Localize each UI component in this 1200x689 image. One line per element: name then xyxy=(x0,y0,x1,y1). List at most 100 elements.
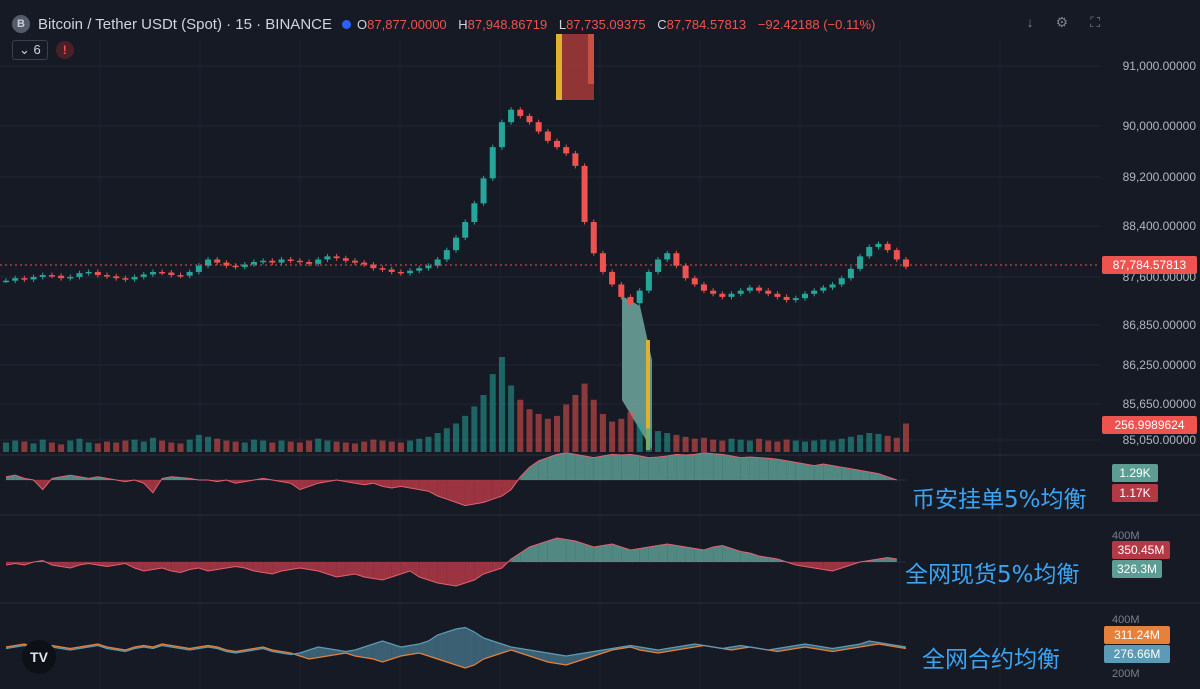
candle-body xyxy=(655,259,662,272)
spot-balance-segment xyxy=(217,562,227,570)
spot-balance-segment xyxy=(263,562,273,574)
alert-icon[interactable]: ! xyxy=(55,41,74,59)
volume-bar xyxy=(691,438,698,452)
candle-body xyxy=(48,275,55,277)
spot-balance-segment xyxy=(658,544,668,562)
spot-balance-segment xyxy=(410,562,420,577)
binance-balance-segment xyxy=(529,460,539,480)
spot-balance-segment xyxy=(731,548,741,562)
candle-body xyxy=(829,284,836,288)
spot-balance-segment xyxy=(749,553,760,562)
binance-balance-segment xyxy=(465,480,475,506)
spot-balance-segment xyxy=(538,541,548,562)
binance-balance-segment xyxy=(410,480,420,490)
volume-bar xyxy=(774,441,781,452)
binance-balance-segment xyxy=(299,480,310,490)
futures-fill xyxy=(804,644,815,649)
symbol-title[interactable]: Bitcoin / Tether USDt (Spot) · 15 · BINA… xyxy=(38,15,332,33)
volume-bar xyxy=(94,443,101,452)
spot-balance-segment xyxy=(612,544,622,562)
indicators-toggle[interactable]: ⌄ 6 xyxy=(12,40,48,60)
binance-balance-segment xyxy=(676,454,686,480)
volume-bar xyxy=(609,421,616,452)
volume-bar xyxy=(719,440,726,452)
volume-bar xyxy=(30,443,37,452)
candle-body xyxy=(195,265,202,272)
candle-body xyxy=(104,275,111,277)
grid-lines xyxy=(0,40,1200,689)
candle-body xyxy=(554,140,561,148)
candle-body xyxy=(673,253,680,266)
binance-balance-segment xyxy=(648,456,659,480)
binance-balance-segment xyxy=(501,480,512,496)
arrow-down-icon[interactable]: ↓ xyxy=(1026,14,1034,30)
candle-body xyxy=(379,268,386,270)
binance-balance-segment xyxy=(658,456,668,480)
volume-bar xyxy=(250,439,257,452)
volume-bar xyxy=(149,437,156,452)
candle-body xyxy=(315,259,322,264)
candle-body xyxy=(811,290,818,294)
volume-bar xyxy=(397,442,404,452)
volume-bar xyxy=(489,374,496,452)
candle-body xyxy=(866,246,873,257)
volume-bar xyxy=(544,418,551,452)
spot-balance-segment xyxy=(290,562,300,570)
binance-pane-label: 币安挂单5%均衡 xyxy=(912,487,1087,513)
volume-bar xyxy=(296,442,303,452)
fullscreen-icon[interactable]: ⛶ xyxy=(1090,14,1100,30)
liquidity-band xyxy=(622,296,652,450)
futures-fill xyxy=(786,645,796,650)
spot-balance-segment xyxy=(208,562,218,571)
volume-bar xyxy=(838,438,845,452)
volume-bar xyxy=(517,399,524,452)
binance-balance-segment xyxy=(749,456,760,480)
spot-balance-segment xyxy=(244,562,254,571)
volume-bar xyxy=(636,423,643,452)
tradingview-logo-icon[interactable]: TV xyxy=(22,640,56,674)
volume-bar xyxy=(186,439,193,452)
volume-bar xyxy=(756,438,763,452)
binance-down-tag: 1.17K xyxy=(1112,484,1158,502)
volume-bar xyxy=(159,440,166,452)
spot-balance-segment xyxy=(814,562,824,570)
price-tick-label: 88,400.00000 xyxy=(1123,219,1197,233)
futures-fill xyxy=(492,641,502,656)
binance-balance-segment xyxy=(703,452,714,480)
volume-bar xyxy=(884,435,891,452)
candle-body xyxy=(746,287,753,291)
volume-bar xyxy=(214,438,221,452)
candle-body xyxy=(85,271,92,274)
price-tick-label: 89,200.00000 xyxy=(1123,170,1197,184)
volume-bar xyxy=(673,434,680,452)
futures-fill xyxy=(777,647,787,652)
volume-bar xyxy=(12,440,19,452)
spot-balance-segment xyxy=(648,545,659,562)
spot-balance-segment xyxy=(740,551,750,562)
futures-b-tag: 276.66M xyxy=(1104,645,1170,663)
candle-body xyxy=(480,178,487,204)
binance-balance-segment xyxy=(566,452,576,480)
spot-balance-segment xyxy=(373,562,383,580)
volume-bar xyxy=(801,441,808,452)
binance-balance-segment xyxy=(290,480,300,490)
binance-balance-segment xyxy=(309,480,319,487)
candle-body xyxy=(397,271,404,274)
candle-body xyxy=(875,243,882,247)
price-tick-label: 90,000.00000 xyxy=(1123,119,1197,133)
spot-balance-segment xyxy=(162,562,172,571)
spot-balance-segment xyxy=(299,562,310,570)
futures-fill xyxy=(465,627,475,668)
binance-balance-segment xyxy=(584,456,594,480)
volume-bar xyxy=(122,440,129,452)
price-tick-label: 86,850.00000 xyxy=(1123,318,1197,332)
volume-bar xyxy=(847,436,854,452)
volume-bar xyxy=(287,441,294,452)
binance-balance-segment xyxy=(667,454,677,480)
binance-balance-segment xyxy=(456,480,466,506)
candle-body xyxy=(618,284,625,297)
candle-body xyxy=(306,261,313,264)
futures-fill xyxy=(841,645,851,650)
settings-icon[interactable]: ⚙ xyxy=(1055,14,1069,30)
